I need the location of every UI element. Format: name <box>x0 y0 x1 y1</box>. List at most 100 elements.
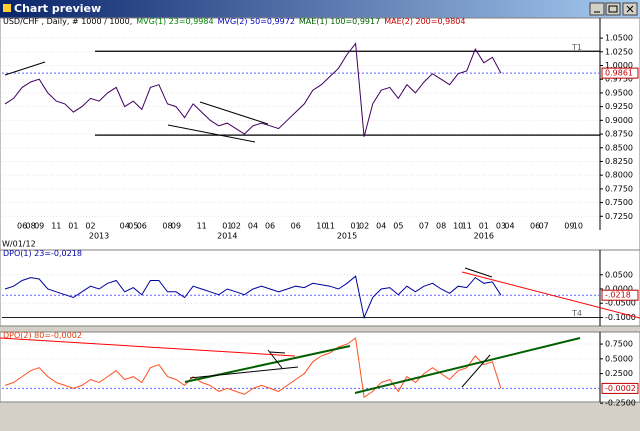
line-label: T4 <box>571 309 582 318</box>
panel-title: USD/CHF , Daily, # 1000 / 1000, MVG(1) 23… <box>3 17 465 26</box>
y-tick-label: 0.0000 <box>605 285 633 294</box>
x-tick-label: 10 <box>573 222 583 231</box>
trend-annotation <box>199 101 269 125</box>
trend-annotation <box>461 354 491 388</box>
app-icon <box>3 4 11 12</box>
y-tick-label: 0.9750 <box>605 75 633 84</box>
y-tick-label: 1.0250 <box>605 47 633 56</box>
y-tick-label: 0.7500 <box>605 198 633 207</box>
y-tick-label: 0.7500 <box>605 340 633 349</box>
title-part: MAE(2) 200=0,9804 <box>384 17 465 26</box>
trend-annotation <box>189 366 299 379</box>
last-value-label: -0.0002 <box>605 384 636 393</box>
y-tick-label: 0.0500 <box>605 270 633 279</box>
x-tick-label: 04 <box>120 222 130 231</box>
y-tick-label: 0.9500 <box>605 88 633 97</box>
x-tick-label: 06 <box>291 222 301 231</box>
y-tick-label: 1.0500 <box>605 34 633 43</box>
y-tick-label: 0.8750 <box>605 130 633 139</box>
trend-annotation <box>4 61 46 76</box>
y-tick-label: 0.7750 <box>605 184 633 193</box>
x-tick-label: 11 <box>51 222 61 231</box>
x-tick-label: 02 <box>231 222 241 231</box>
title-bar <box>0 0 640 18</box>
x-tick-label: 09 <box>171 222 181 231</box>
window-buttons[interactable] <box>589 2 638 16</box>
x-year-label: 2016 <box>474 232 494 241</box>
title-part: MVG(2) 50=0,9972 <box>218 17 295 26</box>
last-value-box <box>601 382 639 394</box>
x-tick-label: 03 <box>496 222 506 231</box>
panel-background <box>0 249 640 327</box>
x-tick-label: 02 <box>85 222 95 231</box>
x-tick-label: 02 <box>359 222 369 231</box>
data-line <box>4 337 502 399</box>
trend-annotation <box>354 337 581 394</box>
title-part: DPO(1) 23=-0,0218 <box>3 249 82 258</box>
x-tick-label: 01 <box>68 222 78 231</box>
x-tick-label: 10 <box>453 222 463 231</box>
panel-background <box>0 331 640 403</box>
data-line <box>4 42 502 137</box>
x-tick-label: 07 <box>539 222 549 231</box>
y-tick-label: -0.0500 <box>605 299 636 308</box>
x-tick-label: 08 <box>26 222 36 231</box>
maximize-button[interactable] <box>605 2 621 16</box>
last-value-box <box>601 67 639 79</box>
x-tick-label: 05 <box>393 222 403 231</box>
window-title: Chart preview <box>14 2 101 15</box>
trend-annotation <box>269 351 286 354</box>
x-tick-label: 04 <box>504 222 514 231</box>
y-tick-label: 0.5000 <box>605 354 633 363</box>
x-tick-label: 07 <box>419 222 429 231</box>
x-tick-label: 01 <box>350 222 360 231</box>
y-tick-label: 0.7250 <box>605 212 633 221</box>
last-value-label: 0.9861 <box>605 69 633 78</box>
panel-title: DPO(2) 80=-0,0002 <box>3 331 82 340</box>
y-tick-label: 0.8000 <box>605 171 633 180</box>
title-part: MVG(1) 23=0,9984 <box>136 17 213 26</box>
trend-annotation <box>267 349 283 369</box>
y-tick-label: 0.9000 <box>605 116 633 125</box>
corner-label: W/01/12 <box>2 240 36 249</box>
title-part: USD/CHF , Daily, # 1000 / 1000, <box>3 17 132 26</box>
y-tick-label: 0.9250 <box>605 102 633 111</box>
x-year-label: 2013 <box>89 232 109 241</box>
title-part: MAE(1) 100=0,9917 <box>299 17 380 26</box>
trend-annotation <box>0 337 296 357</box>
close-glyph <box>626 5 634 13</box>
y-tick-label: 0.8250 <box>605 157 633 166</box>
x-tick-label: 06 <box>137 222 147 231</box>
data-line <box>4 275 502 320</box>
x-tick-label: 09 <box>34 222 44 231</box>
last-value-box <box>601 289 639 301</box>
x-tick-label: 09 <box>564 222 574 231</box>
x-tick-label: 11 <box>197 222 207 231</box>
y-tick-label: -0.1000 <box>605 313 636 322</box>
x-tick-label: 06 <box>17 222 27 231</box>
line-label: T1 <box>571 43 582 52</box>
x-tick-label: 11 <box>325 222 335 231</box>
x-tick-label: 01 <box>222 222 232 231</box>
y-tick-label: -0.2500 <box>605 399 636 408</box>
y-tick-label: 0.2500 <box>605 369 633 378</box>
x-tick-label: 01 <box>479 222 489 231</box>
trend-annotation <box>464 267 493 278</box>
x-tick-label: 06 <box>530 222 540 231</box>
x-tick-label: 08 <box>436 222 446 231</box>
panel-title: DPO(1) 23=-0,0218 <box>3 249 82 258</box>
title-part: DPO(2) 80=-0,0002 <box>3 331 82 340</box>
trend-annotation <box>461 271 640 319</box>
x-tick-label: 05 <box>128 222 138 231</box>
x-tick-label: 11 <box>462 222 472 231</box>
x-year-label: 2015 <box>337 232 357 241</box>
minimize-button[interactable] <box>589 2 605 16</box>
y-tick-label: 1.0000 <box>605 61 633 70</box>
last-value-label: -.0218 <box>605 291 631 300</box>
x-tick-label: 06 <box>265 222 275 231</box>
maximize-glyph <box>608 5 618 13</box>
x-tick-label: 10 <box>316 222 326 231</box>
x-year-label: 2014 <box>217 232 237 241</box>
